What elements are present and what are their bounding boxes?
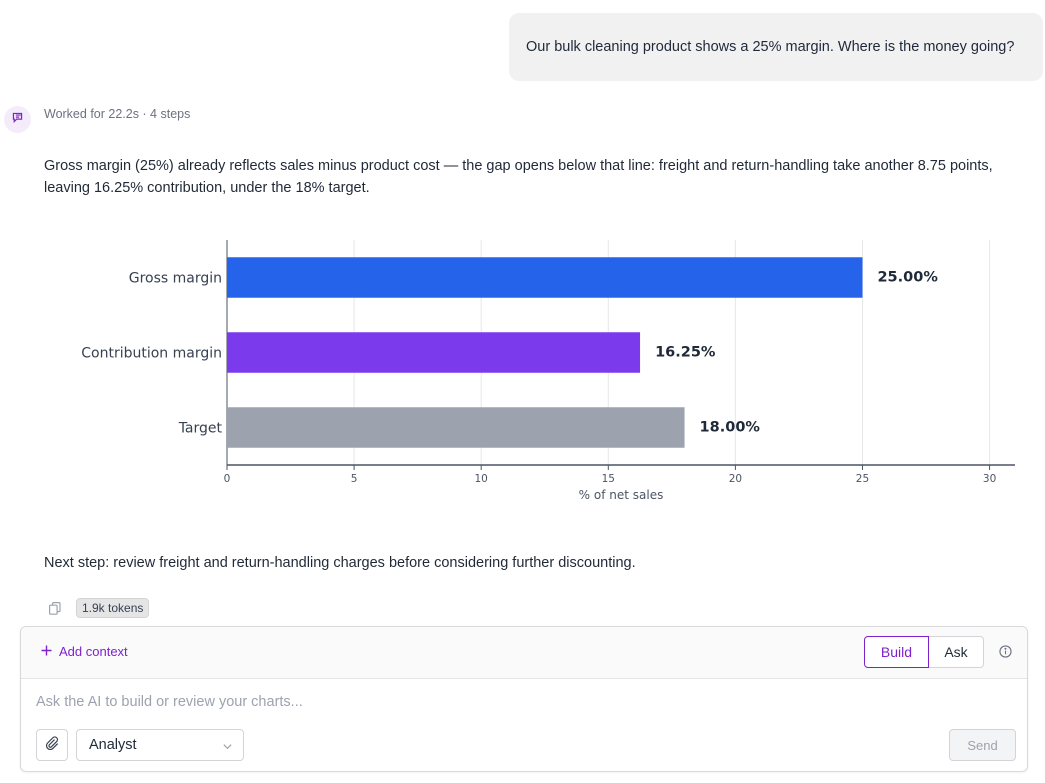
x-tick-label: 25 <box>856 473 869 485</box>
category-label: Gross margin <box>129 271 222 287</box>
mode-ask-button[interactable]: Ask <box>929 636 984 668</box>
x-tick-label: 5 <box>351 473 358 485</box>
info-icon[interactable] <box>998 644 1012 658</box>
chat-composer: Add context Build Ask Analyst <box>20 626 1028 772</box>
bar <box>227 332 641 373</box>
add-context-button[interactable]: Add context <box>41 644 128 659</box>
agent-select-value: Analyst <box>89 737 137 753</box>
x-tick-label: 15 <box>602 473 615 485</box>
chat-bubble-icon <box>11 111 24 129</box>
assistant-answer: Gross margin (25%) already reflects sale… <box>44 158 993 196</box>
prompt-input[interactable] <box>36 691 1006 713</box>
x-tick-label: 0 <box>224 473 231 485</box>
category-label: Contribution margin <box>81 346 222 362</box>
assistant-avatar <box>4 106 31 133</box>
data-label: 25.00% <box>877 270 938 286</box>
send-button[interactable]: Send <box>949 729 1016 761</box>
x-axis-label: % of net sales <box>579 488 664 502</box>
add-context-label: Add context <box>59 644 128 659</box>
composer-toolbar: Add context Build Ask <box>21 627 1027 679</box>
x-tick-label: 10 <box>475 473 488 485</box>
bar <box>227 257 863 298</box>
category-label: Target <box>178 421 223 437</box>
next-step-text: Next step: review freight and return-han… <box>44 555 636 571</box>
mode-build-button[interactable]: Build <box>864 636 929 668</box>
x-tick-label: 20 <box>729 473 742 485</box>
copy-icon[interactable] <box>47 600 63 616</box>
user-message-bubble: Our bulk cleaning product shows a 25% ma… <box>509 13 1043 81</box>
agent-select[interactable]: Analyst <box>76 729 244 761</box>
bar <box>227 407 685 448</box>
chevron-down-icon <box>222 740 233 756</box>
attach-button[interactable] <box>36 729 68 761</box>
paperclip-icon <box>45 735 59 755</box>
data-label: 18.00% <box>700 420 761 436</box>
margin-bar-chart: 0 5 10 15 20 25 30 Gross margin 25.00% Contributi… <box>81 240 1015 502</box>
data-label: 16.25% <box>655 345 716 361</box>
worked-status: Worked for 22.2s · 4 steps <box>44 107 191 121</box>
user-message-text: Our bulk cleaning product shows a 25% ma… <box>526 39 1015 55</box>
token-count-badge: 1.9k tokens <box>76 598 150 618</box>
mode-toggle: Build Ask <box>864 636 984 668</box>
x-tick-label: 30 <box>983 473 996 485</box>
plus-icon <box>41 644 52 659</box>
